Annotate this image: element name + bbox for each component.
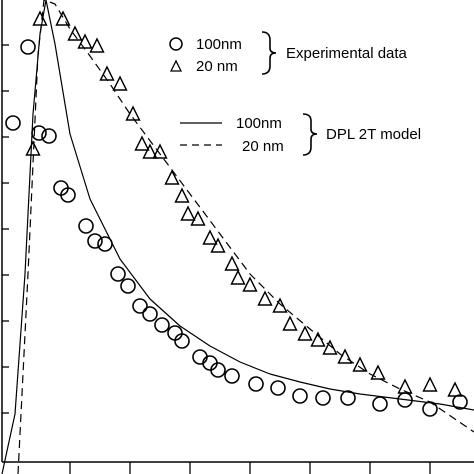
legend-circle-marker bbox=[169, 37, 183, 51]
data-point-triangle bbox=[297, 325, 313, 341]
data-point-triangle bbox=[282, 315, 298, 331]
data-point-triangle bbox=[134, 135, 150, 151]
data-point-circle bbox=[340, 390, 356, 406]
data-point-triangle bbox=[152, 143, 168, 159]
data-point-triangle bbox=[224, 255, 240, 271]
legend-model: 100nm 20 nm DPL 2T model bbox=[180, 113, 421, 156]
data-point-triangle bbox=[190, 210, 206, 226]
data-point-circle bbox=[60, 187, 76, 203]
data-point-triangle bbox=[164, 169, 180, 185]
data-point-triangle bbox=[142, 143, 158, 159]
legend-label-100nm-line: 100nm bbox=[236, 115, 282, 132]
data-point-triangle bbox=[202, 229, 218, 245]
legend-brace-model bbox=[302, 113, 318, 156]
data-point-triangle bbox=[310, 331, 326, 347]
axis-ticks bbox=[2, 44, 431, 474]
data-point-triangle bbox=[352, 356, 368, 372]
data-point-circle bbox=[270, 380, 286, 396]
data-point-circle bbox=[248, 376, 264, 392]
data-point-triangle bbox=[370, 364, 386, 380]
data-point-circle bbox=[87, 233, 103, 249]
data-point-triangle bbox=[337, 348, 353, 364]
experimental-markers bbox=[5, 10, 468, 417]
data-point-circle bbox=[192, 349, 208, 365]
data-point-circle bbox=[142, 306, 158, 322]
data-point-triangle bbox=[230, 269, 246, 285]
data-point-circle bbox=[372, 396, 388, 412]
data-point-triangle bbox=[242, 276, 258, 292]
data-point-triangle bbox=[77, 33, 93, 49]
legend-brace-experimental bbox=[261, 31, 277, 75]
data-point-circle bbox=[31, 125, 47, 141]
data-point-triangle bbox=[25, 140, 41, 156]
data-point-triangle bbox=[422, 376, 438, 392]
data-point-triangle bbox=[55, 10, 71, 26]
data-point-circle bbox=[315, 390, 331, 406]
data-point-triangle bbox=[112, 75, 128, 91]
data-point-circle bbox=[97, 236, 113, 252]
data-point-triangle bbox=[99, 65, 115, 81]
data-point-triangle bbox=[32, 10, 48, 26]
data-point-triangle bbox=[257, 290, 273, 306]
data-point-circle bbox=[132, 298, 148, 314]
data-point-circle bbox=[78, 218, 94, 234]
data-point-circle bbox=[41, 128, 57, 144]
data-point-circle bbox=[120, 278, 136, 294]
legend-label-20nm-line: 20 nm bbox=[242, 138, 284, 155]
data-point-triangle bbox=[397, 378, 413, 394]
data-point-circle bbox=[110, 266, 126, 282]
data-point-triangle bbox=[67, 25, 83, 41]
legend-label-20nm-marker: 20 nm bbox=[196, 58, 238, 75]
legend-triangle-marker bbox=[169, 59, 183, 72]
legend-group-model: DPL 2T model bbox=[326, 126, 421, 143]
data-point-circle bbox=[210, 362, 226, 378]
data-point-circle bbox=[452, 394, 468, 410]
data-point-circle bbox=[292, 388, 308, 404]
data-point-triangle bbox=[180, 205, 196, 221]
data-point-circle bbox=[20, 39, 36, 55]
data-point-triangle bbox=[174, 187, 190, 203]
legend-group-experimental: Experimental data bbox=[286, 45, 408, 62]
data-point-triangle bbox=[322, 339, 338, 355]
data-point-circle bbox=[5, 115, 21, 131]
legend-experimental: 100nm 20 nm Experimental data bbox=[169, 31, 408, 75]
data-point-circle bbox=[224, 368, 240, 384]
data-point-circle bbox=[174, 333, 190, 349]
legend-label-100nm-marker: 100nm bbox=[196, 36, 242, 53]
data-point-circle bbox=[422, 401, 438, 417]
data-point-circle bbox=[154, 317, 170, 333]
data-point-triangle bbox=[125, 105, 141, 121]
data-point-triangle bbox=[272, 297, 288, 313]
data-point-triangle bbox=[447, 381, 463, 397]
data-point-triangle bbox=[89, 37, 105, 53]
data-point-triangle bbox=[210, 237, 226, 253]
series-line-dashed bbox=[17, 0, 474, 474]
